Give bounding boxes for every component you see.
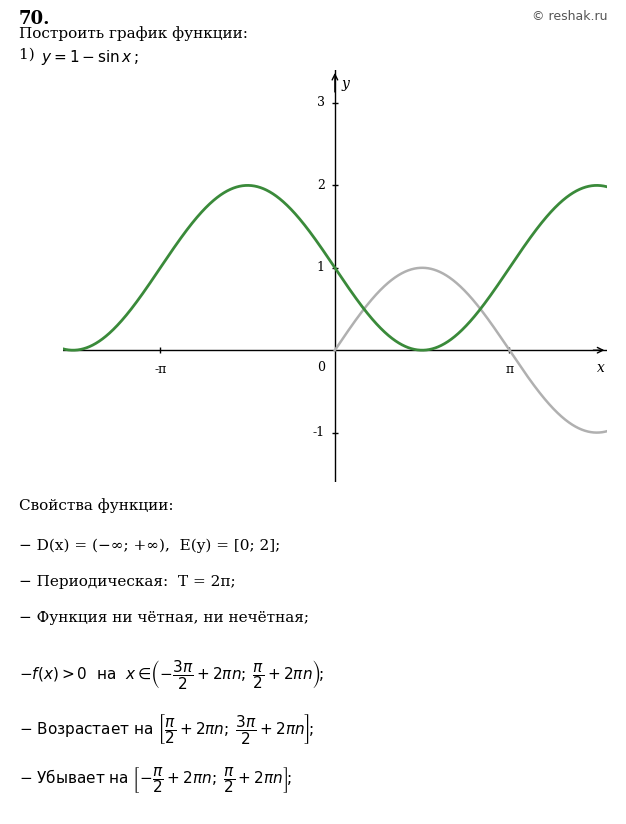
Text: 3: 3	[317, 96, 325, 110]
Text: − D(x) = (−∞; +∞),  E(y) = [0; 2];: − D(x) = (−∞; +∞), E(y) = [0; 2];	[19, 538, 280, 553]
Text: − Периодическая:  T = 2π;: − Периодическая: T = 2π;	[19, 574, 235, 588]
Text: − Функция ни чётная, ни нечётная;: − Функция ни чётная, ни нечётная;	[19, 611, 309, 625]
Text: Свойства функции:: Свойства функции:	[19, 499, 173, 513]
Text: 2: 2	[317, 179, 325, 192]
Text: π: π	[505, 363, 513, 376]
Text: x: x	[597, 361, 605, 375]
Text: $-$ Убывает на $\left[-\dfrac{\pi}{2} + 2\pi n;\; \dfrac{\pi}{2} + 2\pi n\right]: $-$ Убывает на $\left[-\dfrac{\pi}{2} + …	[19, 765, 291, 795]
Text: $-$ Возрастает на $\left[\dfrac{\pi}{2} + 2\pi n;\; \dfrac{3\pi}{2} + 2\pi n\rig: $-$ Возрастает на $\left[\dfrac{\pi}{2} …	[19, 713, 314, 747]
Text: -1: -1	[313, 426, 325, 439]
Text: $y = 1 - \sin x\,;$: $y = 1 - \sin x\,;$	[41, 48, 138, 67]
Text: © reshak.ru: © reshak.ru	[531, 10, 607, 23]
Text: 70.: 70.	[19, 10, 50, 28]
Text: -π: -π	[154, 363, 167, 376]
Text: 1): 1)	[19, 48, 39, 62]
Text: $- f(x) > 0$  на  $x \in \!\left(-\dfrac{3\pi}{2} + 2\pi n;\; \dfrac{\pi}{2} + 2: $- f(x) > 0$ на $x \in \!\left(-\dfrac{3…	[19, 658, 324, 691]
Text: y: y	[342, 77, 349, 91]
Text: Построить график функции:: Построить график функции:	[19, 26, 248, 41]
Text: 1: 1	[317, 261, 325, 274]
Text: 0: 0	[317, 361, 325, 374]
